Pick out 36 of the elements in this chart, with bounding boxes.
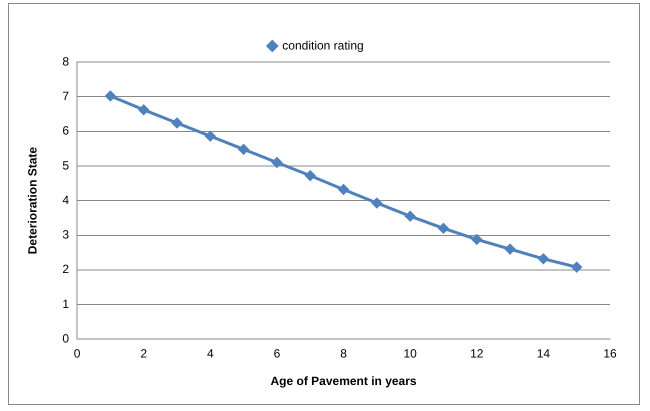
point [304, 170, 316, 182]
x-tick-label: 0 [74, 346, 81, 361]
x-axis-title: Age of Pavement in years [270, 374, 417, 388]
point [404, 210, 416, 222]
point [104, 90, 116, 102]
x-tick-label: 12 [470, 346, 484, 361]
x-tick-label: 10 [403, 346, 418, 361]
x-tick-label: 6 [274, 346, 281, 361]
x-tick-label: 4 [206, 346, 214, 361]
y-tick-label: 3 [62, 228, 70, 242]
point [371, 198, 382, 209]
y-tick-label: 8 [62, 54, 70, 68]
y-tick-label: 2 [62, 262, 70, 276]
y-tick-label: 0 [62, 332, 70, 346]
point [138, 104, 150, 116]
y-tick-label: 5 [62, 158, 70, 172]
legend-label: condition rating [282, 38, 364, 52]
point [172, 117, 182, 128]
x-tick-label: 2 [140, 346, 148, 361]
y-tick-label: 1 [62, 296, 70, 311]
y-tick-label: 7 [62, 88, 70, 103]
point [504, 244, 516, 255]
point [571, 262, 582, 273]
x-tick-label: 16 [603, 346, 617, 361]
y-tick-label: 4 [62, 192, 70, 207]
point [471, 234, 482, 245]
point [271, 156, 282, 168]
y-axis-title: Deterioration State [26, 146, 40, 254]
point [204, 130, 216, 142]
point [338, 184, 350, 196]
x-tick-label: 14 [536, 346, 550, 361]
x-tick-label: 8 [340, 346, 348, 361]
point [438, 222, 449, 234]
point [538, 253, 549, 264]
point [238, 144, 250, 155]
y-tick-label: 6 [62, 124, 70, 138]
